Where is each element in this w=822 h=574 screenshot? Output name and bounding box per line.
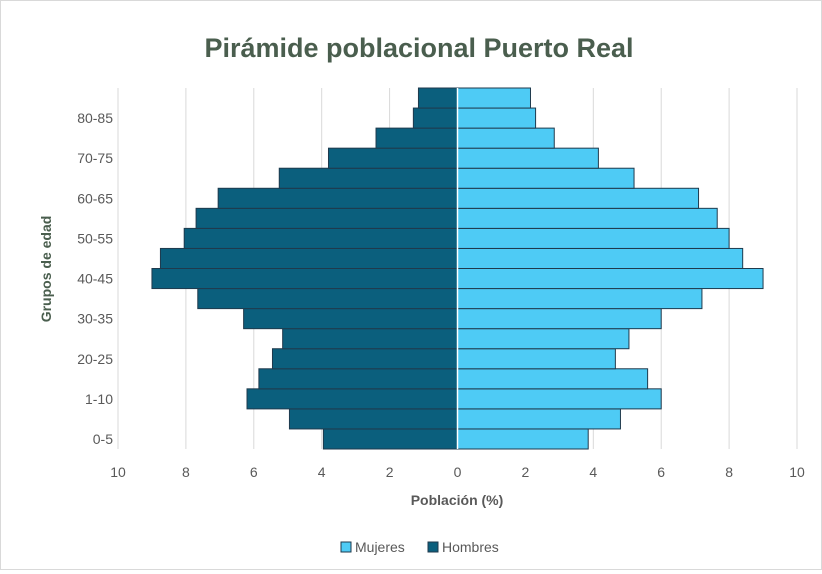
y-tick-label-4: 20-25 xyxy=(77,351,113,367)
x-tick-label-9: 8 xyxy=(725,464,733,480)
bar-mujeres-2 xyxy=(457,388,662,410)
bar-mujeres-12 xyxy=(457,187,700,209)
x-axis-label: Población (%) xyxy=(411,492,504,508)
bar-mujeres-1 xyxy=(457,408,621,430)
x-tick-label-5: 0 xyxy=(454,464,462,480)
legend-label-hombres: Hombres xyxy=(442,539,499,555)
bar-mujeres-15 xyxy=(457,127,555,149)
bar-hombres-14 xyxy=(327,147,458,169)
x-tick-label-1: 8 xyxy=(182,464,190,480)
x-tick-labels: 10 8 6 4 2 0 2 4 6 8 10 xyxy=(110,464,805,480)
bar-mujeres-3 xyxy=(457,368,649,390)
y-tick-label-8: 40-45 xyxy=(77,271,113,287)
x-tick-label-0: 10 xyxy=(110,464,126,480)
x-tick-label-6: 2 xyxy=(522,464,530,480)
bar-hombres-15 xyxy=(375,127,458,149)
bar-mujeres-11 xyxy=(457,207,718,229)
legend-label-mujeres: Mujeres xyxy=(355,539,405,555)
bar-mujeres-4 xyxy=(457,348,616,370)
legend: Mujeres Hombres xyxy=(340,539,499,555)
x-tick-label-8: 6 xyxy=(657,464,665,480)
bar-mujeres-5 xyxy=(457,328,630,350)
bar-hombres-4 xyxy=(271,348,458,370)
x-tick-label-3: 4 xyxy=(318,464,326,480)
y-tick-label-2: 1-10 xyxy=(85,391,113,407)
bar-hombres-16 xyxy=(412,107,458,129)
x-tick-label-4: 2 xyxy=(386,464,394,480)
bar-mujeres-8 xyxy=(457,268,764,290)
bar-hombres-2 xyxy=(246,388,458,410)
bar-mujeres-7 xyxy=(457,288,703,310)
y-axis-label: Grupos de edad xyxy=(38,216,54,323)
bar-hombres-9 xyxy=(159,247,458,269)
bar-mujeres-6 xyxy=(457,308,662,330)
bar-hombres-3 xyxy=(258,368,458,390)
y-tick-labels: 0-5 1-10 20-25 30-35 40-45 50-55 60-65 70-75 80-… xyxy=(77,110,113,447)
bar-hombres-13 xyxy=(278,167,459,189)
bar-hombres-10 xyxy=(183,227,458,249)
x-tick-label-10: 10 xyxy=(789,464,805,480)
bar-hombres-11 xyxy=(195,207,459,229)
x-tick-label-7: 4 xyxy=(589,464,597,480)
y-tick-label-6: 30-35 xyxy=(77,311,113,327)
y-tick-label-16: 80-85 xyxy=(77,110,113,126)
bar-hombres-0 xyxy=(322,428,458,450)
bar-mujeres-16 xyxy=(457,107,537,129)
bar-hombres-6 xyxy=(243,308,458,330)
legend-swatch-mujeres xyxy=(340,541,352,553)
bar-mujeres-0 xyxy=(457,428,589,450)
bar-hombres-8 xyxy=(151,268,458,290)
bar-hombres-1 xyxy=(288,408,459,430)
bar-mujeres-14 xyxy=(457,147,599,169)
chart-title: Pirámide poblacional Puerto Real xyxy=(204,33,633,63)
y-tick-label-14: 70-75 xyxy=(77,150,113,166)
bar-hombres-12 xyxy=(217,187,458,209)
x-tick-label-2: 6 xyxy=(250,464,258,480)
bar-mujeres-10 xyxy=(457,227,730,249)
bar-mujeres-9 xyxy=(457,247,744,269)
bar-hombres-17 xyxy=(417,87,458,109)
legend-swatch-hombres xyxy=(427,541,439,553)
y-tick-label-0: 0-5 xyxy=(93,431,113,447)
y-tick-label-10: 50-55 xyxy=(77,230,113,246)
bar-hombres-5 xyxy=(282,328,458,350)
bar-mujeres-13 xyxy=(457,167,635,189)
bar-mujeres-17 xyxy=(457,87,531,109)
bar-hombres-7 xyxy=(197,288,458,310)
bars xyxy=(151,87,764,450)
y-tick-label-12: 60-65 xyxy=(77,190,113,206)
